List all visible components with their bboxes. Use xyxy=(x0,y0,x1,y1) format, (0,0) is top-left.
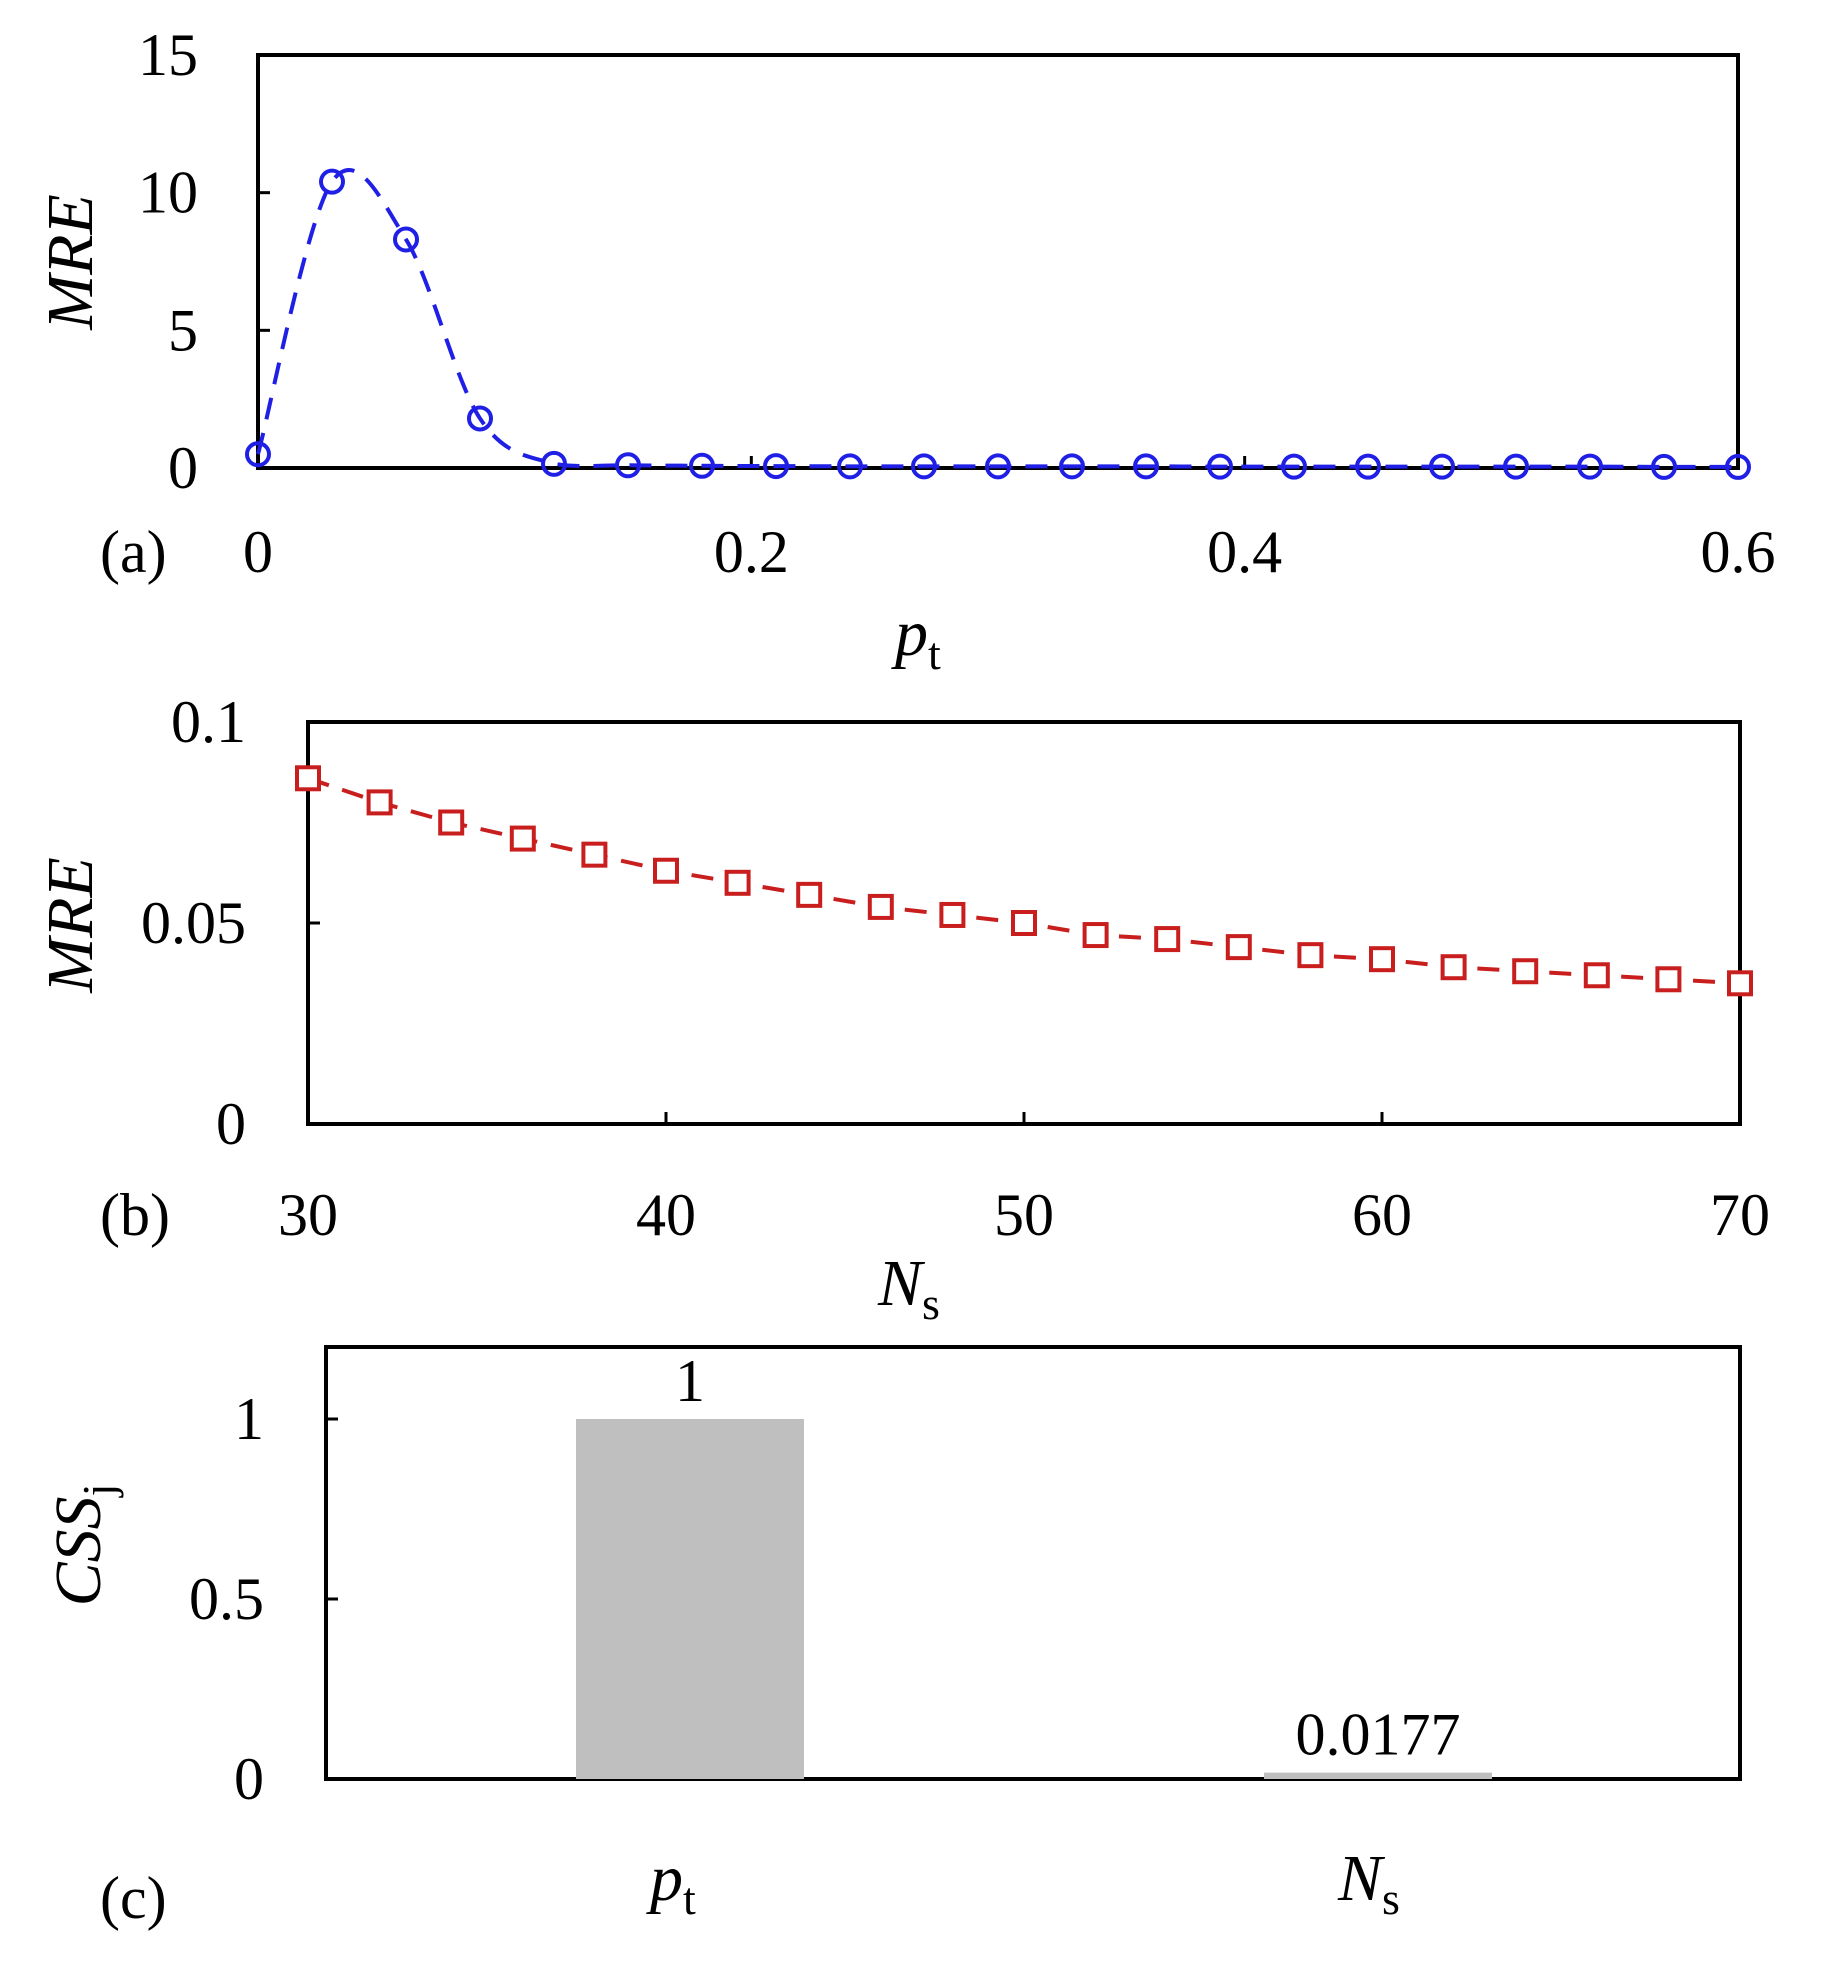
panel-a-point xyxy=(763,453,789,480)
panel-a-point xyxy=(393,226,419,253)
panel-c-ytick-label: 0.5 xyxy=(189,1566,264,1632)
panel-a-point xyxy=(1429,453,1455,480)
panel-c-ylabel-main: CSS xyxy=(42,1496,115,1606)
panel-b-point xyxy=(653,857,679,884)
panel-a-point xyxy=(541,450,567,477)
panel-a-ytick-label: 0 xyxy=(168,435,198,501)
panel-c-label: (c) xyxy=(100,1865,167,1931)
panel-b-xtick-label: 60 xyxy=(1352,1182,1412,1248)
panel-a-point xyxy=(911,453,937,480)
panel-a-ticks: 15 10 5 00 0.2 0.4 0.6 xyxy=(138,22,1776,585)
panel-b-point xyxy=(867,893,894,920)
panel-c-frame xyxy=(324,1345,1742,1781)
panel-b-point xyxy=(796,881,823,908)
panel-c-category-sub: t xyxy=(683,1873,696,1924)
panel-b-point xyxy=(1297,942,1324,969)
panel-b-point xyxy=(1369,946,1395,973)
panel-b-point xyxy=(1011,910,1037,936)
panel-c-category-label: pt xyxy=(646,1842,696,1924)
panel-b-ticks: 0.1 0.05 0 30 40 50 60 70 xyxy=(141,689,1770,1248)
panel-b-point xyxy=(295,765,321,792)
panel-c-ytick-label: 0 xyxy=(234,1746,264,1812)
panel-a-point xyxy=(615,452,641,479)
panel-b-point xyxy=(509,825,536,852)
panel-b-xtick-label: 50 xyxy=(994,1182,1054,1248)
panel-b-point xyxy=(1512,958,1539,985)
panel-a-point xyxy=(689,452,715,479)
panel-a-point xyxy=(319,168,345,195)
panel-b-ytick-label: 0.1 xyxy=(171,689,246,755)
panel-c-ylabel: CSSj xyxy=(42,1484,124,1607)
panel-b-point xyxy=(1082,922,1109,949)
panel-b-ytick-label: 0 xyxy=(216,1091,246,1157)
panel-a-point xyxy=(467,405,493,432)
panel-b-point xyxy=(1440,954,1467,981)
panel-a-point xyxy=(985,453,1011,480)
panel-b-point xyxy=(1583,962,1610,989)
panel-a-point xyxy=(1725,453,1751,480)
panel-a-line xyxy=(256,167,1739,469)
panel-c-bar-value-label: 0.0177 xyxy=(1296,1702,1461,1768)
panel-c-bar xyxy=(576,1419,804,1779)
panel-c-bar-value-label: 1 xyxy=(675,1348,705,1414)
panel-b: 0.1 0.05 0 30 40 50 60 70 (b) MRE Ns xyxy=(34,689,1770,1329)
panel-b-point xyxy=(1225,934,1252,961)
panel-c-bar xyxy=(1264,1772,1492,1779)
panel-a-point xyxy=(245,441,271,468)
panel-a-xtick-label: 0.2 xyxy=(714,519,789,585)
panel-a-point xyxy=(1577,453,1603,480)
panel-a-xlabel-sub: t xyxy=(928,628,941,679)
panel-a-label: (a) xyxy=(100,519,167,585)
panel-a-xtick-label: 0 xyxy=(243,519,273,585)
panel-b-xtick-label: 40 xyxy=(636,1182,696,1248)
panel-b-point xyxy=(1655,966,1682,993)
panel-b-xlabel-sub: s xyxy=(922,1278,940,1329)
panel-a-point xyxy=(1133,453,1159,480)
panel-b-point xyxy=(1154,926,1181,953)
panel-b-xtick-label: 30 xyxy=(278,1182,338,1248)
panel-c-category-main: N xyxy=(1337,1842,1386,1915)
panel-c-ytick-label: 1 xyxy=(234,1386,264,1452)
panel-b-point xyxy=(366,789,393,816)
panel-c-ylabel-sub: j xyxy=(73,1484,124,1499)
panel-b-ytick-label: 0.05 xyxy=(141,890,246,956)
panel-b-ylabel: MRE xyxy=(34,857,107,994)
panel-b-point xyxy=(438,809,465,836)
panel-b-label: (b) xyxy=(100,1182,170,1248)
panel-a-series xyxy=(245,167,1751,480)
panel-c-category-label: Ns xyxy=(1337,1842,1400,1924)
panel-a-point xyxy=(837,453,863,480)
panel-a-ytick-label: 5 xyxy=(168,297,198,363)
panel-a-point xyxy=(1503,453,1529,480)
panel-a-xtick-label: 0.4 xyxy=(1207,519,1282,585)
panel-a-ylabel: MRE xyxy=(34,194,107,331)
panel-b-xlabel: Ns xyxy=(877,1247,940,1329)
panel-b-point xyxy=(1727,970,1753,997)
panel-c-category-sub: s xyxy=(1382,1873,1400,1924)
panel-a-point xyxy=(1059,453,1085,480)
panel-a-ytick-label: 15 xyxy=(138,22,198,88)
panel-b-series xyxy=(295,765,1753,997)
panel-c-category-main: p xyxy=(646,1842,683,1915)
panel-b-point xyxy=(939,901,966,928)
panel-a-xtick-label: 0.6 xyxy=(1701,519,1776,585)
panel-b-line xyxy=(307,776,1741,986)
panel-b-xlabel-main: N xyxy=(877,1247,926,1320)
panel-a-point xyxy=(1355,453,1381,480)
panel-a-ytick-label: 10 xyxy=(138,160,198,226)
panel-a: 15 10 5 00 0.2 0.4 0.6 (a) MRE pt xyxy=(34,22,1776,679)
panel-b-point xyxy=(724,869,751,896)
panel-c-bars: 1 pt 0.0177 Ns xyxy=(576,1348,1492,1924)
panel-a-xlabel-main: p xyxy=(891,597,928,670)
panel-a-point xyxy=(1207,453,1233,480)
panel-a-point xyxy=(1281,453,1307,480)
panel-b-point xyxy=(581,841,608,868)
panel-c-ticks: 10.50 xyxy=(189,1386,338,1812)
panel-b-xtick-label: 70 xyxy=(1710,1182,1770,1248)
panel-a-xlabel: pt xyxy=(891,597,941,679)
panel-a-point xyxy=(1651,453,1677,480)
